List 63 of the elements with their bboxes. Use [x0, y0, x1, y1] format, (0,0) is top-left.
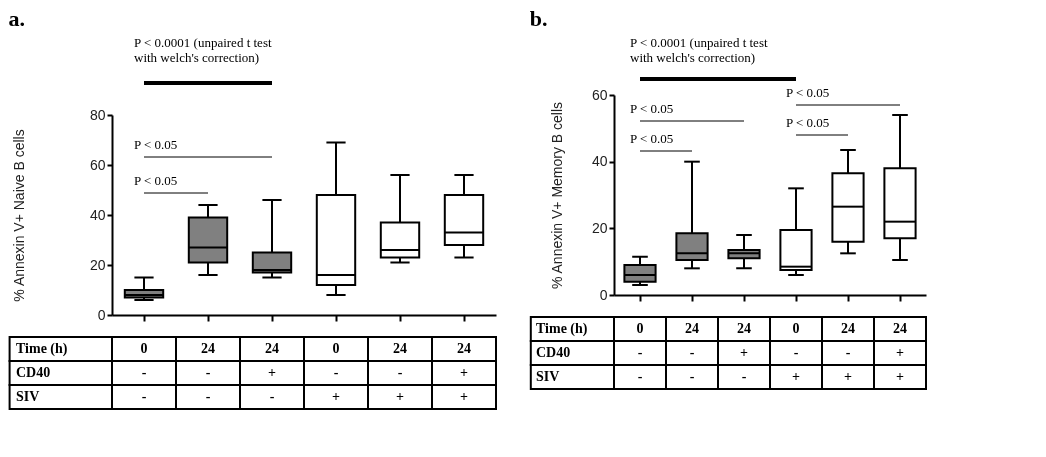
text: +: [332, 389, 341, 404]
text: -: [205, 389, 211, 404]
text: +: [396, 389, 405, 404]
x-tick-label: 24: [893, 321, 907, 336]
text: +: [460, 389, 469, 404]
annotation: P < 0.05: [630, 131, 674, 146]
text: SIV: [536, 369, 560, 384]
text: CD40: [536, 345, 571, 360]
y-tick-label: 60: [591, 86, 608, 103]
x-tick-label: 0: [792, 321, 800, 336]
x-tick-label: 24: [685, 321, 699, 336]
x-tick-label: 24: [201, 341, 215, 356]
text: +: [896, 345, 905, 360]
x-tick-label: 24: [265, 341, 279, 356]
annotation: P < 0.05: [786, 115, 830, 130]
text: +: [460, 365, 469, 380]
text: P < 0.0001 (unpaired t test with welch's correction): [630, 35, 768, 65]
y-tick-label: 20: [89, 256, 106, 273]
text: -: [845, 345, 851, 360]
x-tick-label: 0: [140, 341, 148, 356]
text: -: [205, 365, 211, 380]
y-tick-label: 60: [89, 156, 106, 173]
text: -: [637, 345, 643, 360]
y-tick-label: 40: [89, 206, 106, 223]
x-axis-title: Time (h): [16, 341, 68, 357]
text: +: [740, 345, 749, 360]
text: SIV: [16, 389, 40, 404]
x-tick-label: 24: [393, 341, 407, 356]
annotation: P < 0.05: [786, 85, 830, 100]
x-tick-label: 24: [737, 321, 751, 336]
text: -: [269, 389, 275, 404]
text: +: [792, 369, 801, 384]
x-tick-label: 24: [457, 341, 471, 356]
text: +: [896, 369, 905, 384]
text: -: [333, 365, 339, 380]
x-tick-label: 24: [841, 321, 855, 336]
text: -: [689, 369, 695, 384]
text: -: [397, 365, 403, 380]
chart-title: a.: [8, 6, 26, 31]
y-axis-title: % Annexin V+ Naive B cells: [10, 129, 27, 302]
y-tick-label: 80: [89, 106, 106, 123]
y-tick-label: 0: [97, 306, 106, 323]
y-axis-title: % Annexin V+ Memory B cells: [548, 101, 565, 290]
text: -: [141, 389, 147, 404]
text: CD40: [16, 365, 51, 380]
text: -: [741, 369, 747, 384]
y-tick-label: 40: [591, 153, 608, 170]
x-tick-label: 0: [332, 341, 340, 356]
annotation: P < 0.05: [134, 137, 178, 152]
text: -: [793, 345, 799, 360]
text: P < 0.0001 (unpaired t test with welch's correction): [134, 35, 272, 65]
y-tick-label: 20: [591, 219, 608, 236]
text: -: [141, 365, 147, 380]
x-tick-label: 0: [636, 321, 644, 336]
x-axis-title: Time (h): [536, 321, 588, 337]
y-tick-label: 0: [599, 286, 608, 303]
text: -: [689, 345, 695, 360]
text: +: [268, 365, 277, 380]
annotation: P < 0.05: [630, 101, 674, 116]
chart-title: b.: [529, 6, 548, 31]
annotation: P < 0.05: [134, 173, 178, 188]
text: +: [844, 369, 853, 384]
text: -: [637, 369, 643, 384]
